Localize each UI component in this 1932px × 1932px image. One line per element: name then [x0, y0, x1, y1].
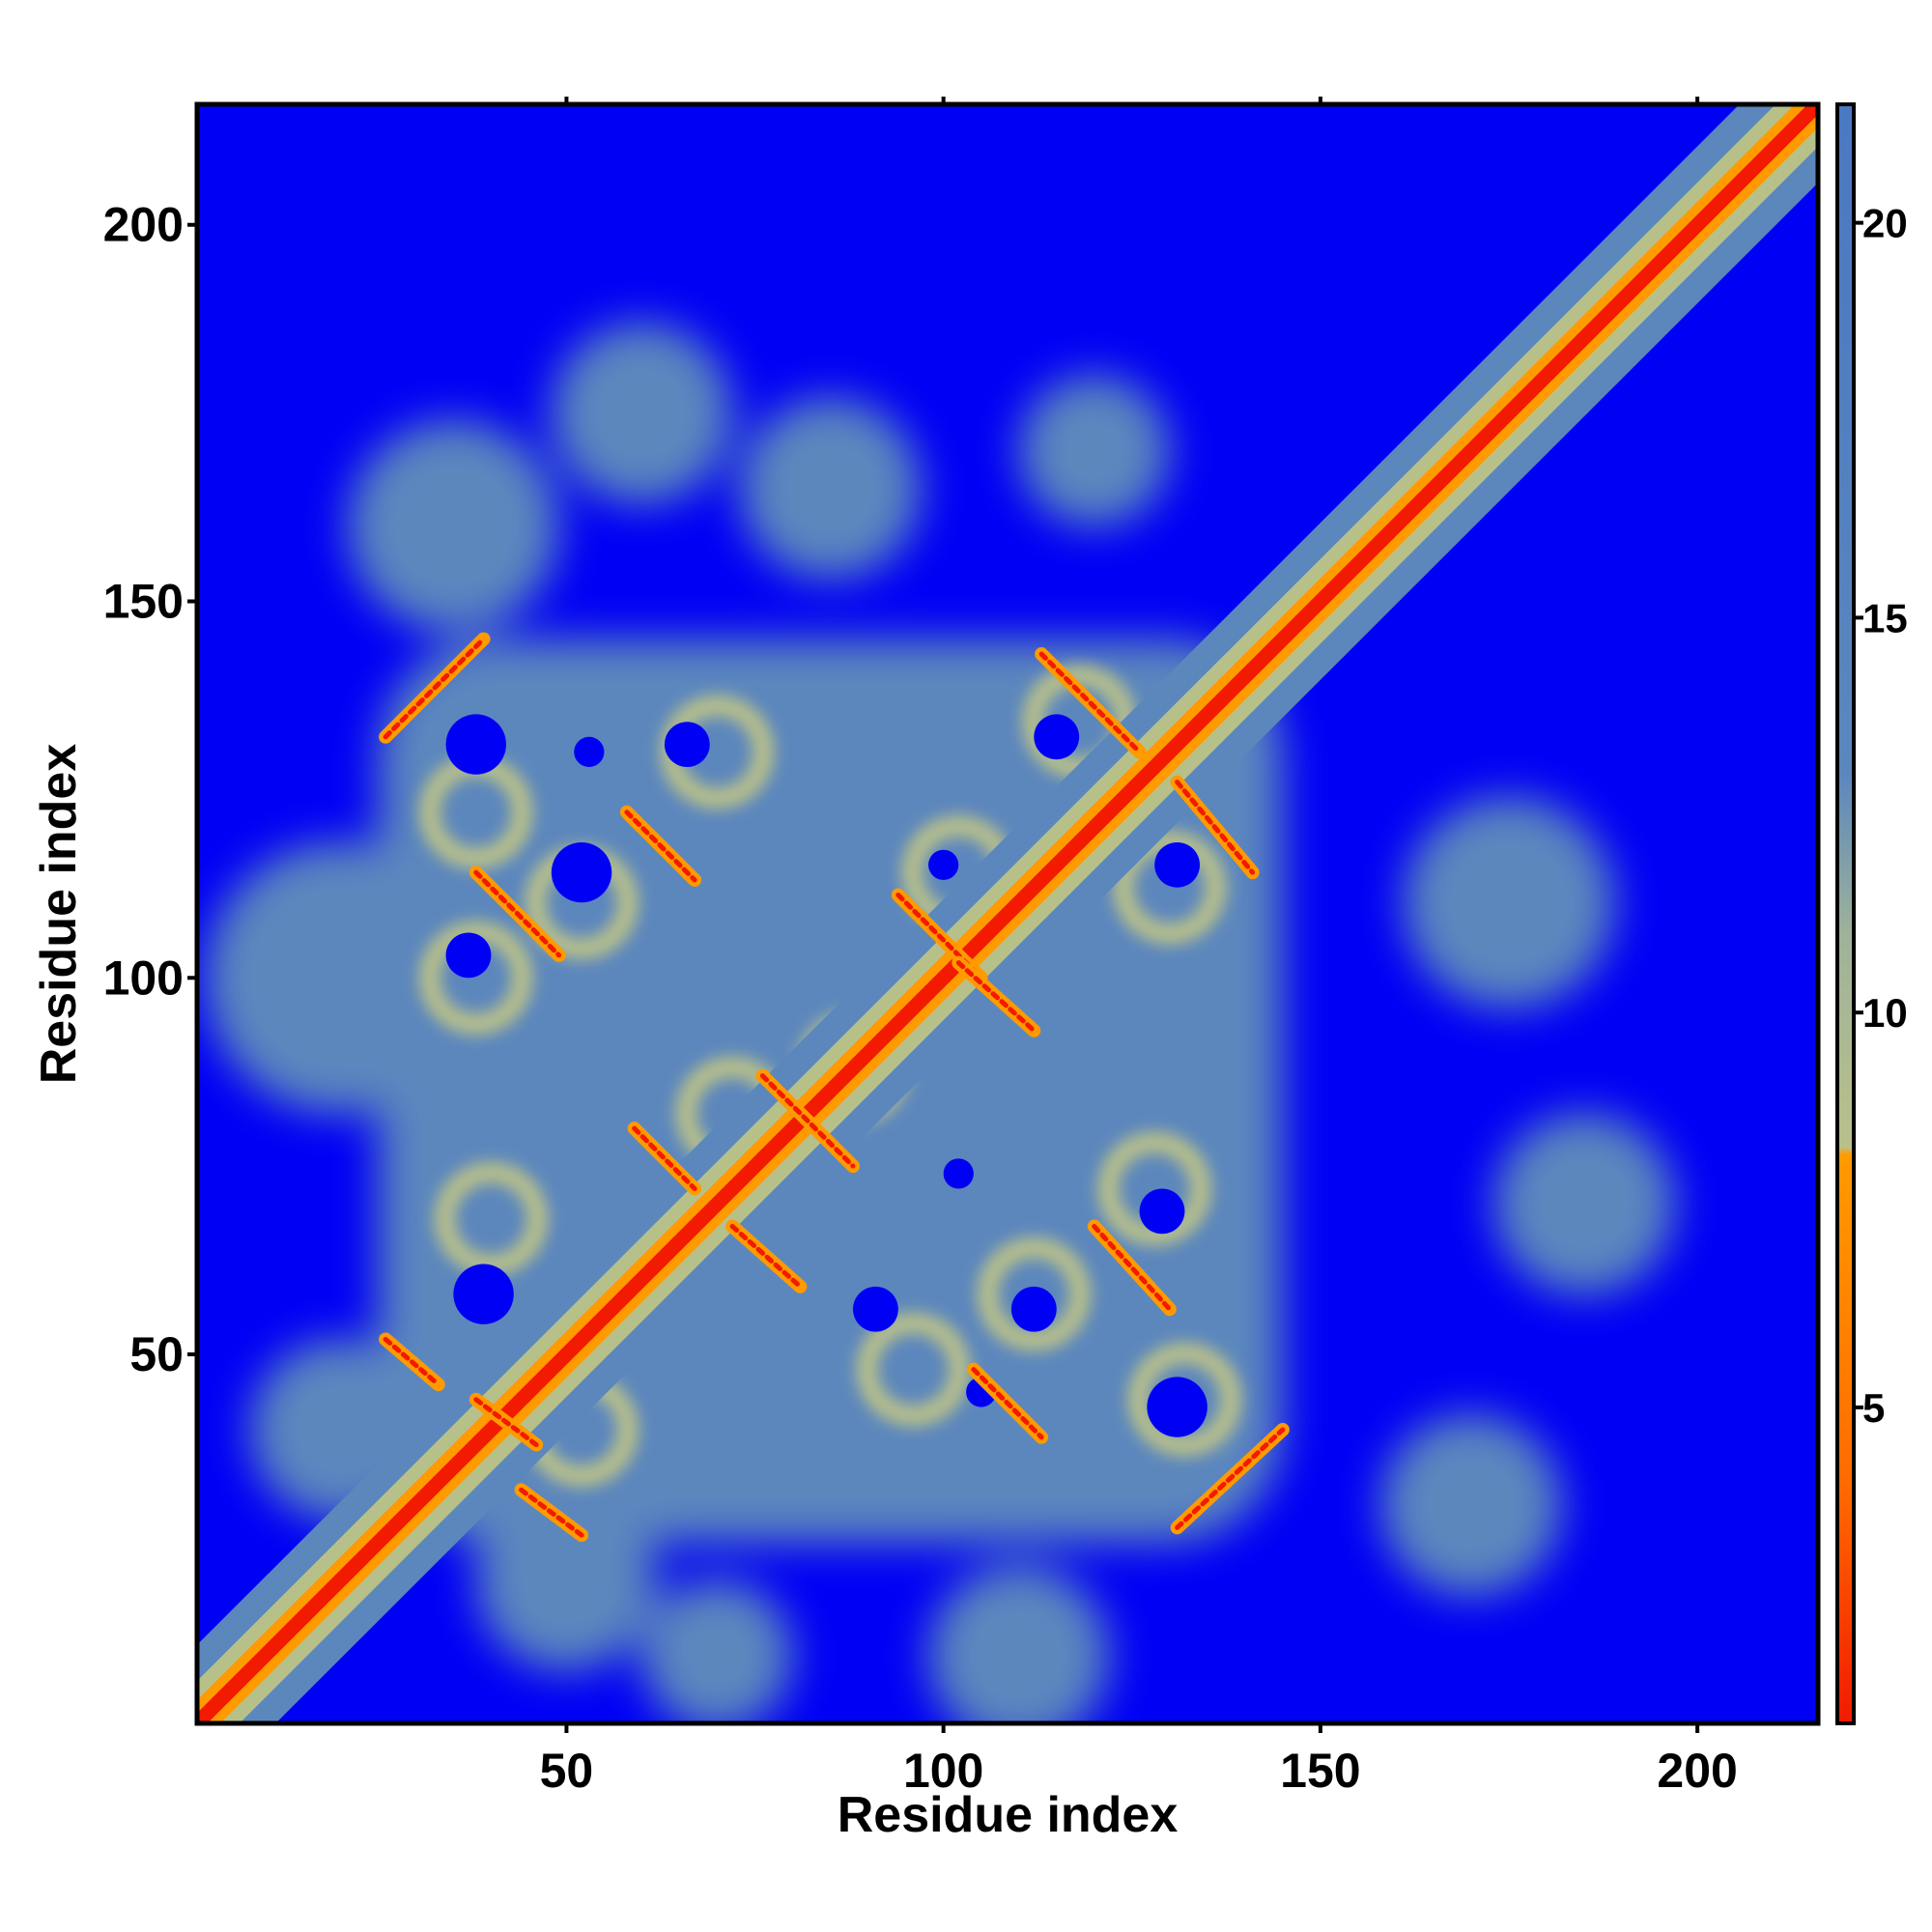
heatmap-near-ring-9 [1097, 1131, 1212, 1246]
heatmap-near-ring-11 [856, 1312, 971, 1427]
colorbar-tick-label-15: 15 [1862, 595, 1908, 640]
x-tick-label-150: 150 [1280, 1744, 1360, 1798]
heatmap-near-ring-12 [1127, 1342, 1242, 1457]
x-tick-label-200: 200 [1657, 1744, 1737, 1798]
heatmap-far-pocket-14 [943, 1158, 974, 1189]
heatmap-cloud-lobe-5 [1018, 375, 1170, 526]
heatmap-cloud-lobe-11 [475, 1490, 658, 1671]
heatmap-cloud-lobe-7 [1493, 1113, 1675, 1294]
heatmap-cloud-lobe-4 [739, 397, 922, 580]
heatmap-far-pocket-13 [574, 736, 605, 767]
y-tick-label-150: 150 [103, 574, 184, 628]
contact-segment-3-core [624, 810, 697, 883]
contact-segment-1-core [383, 636, 487, 740]
contact-segment-9-core [1038, 651, 1143, 754]
heatmap-near-ring-10 [977, 1236, 1092, 1351]
colorbar-tick-label-20: 20 [1862, 201, 1908, 246]
heatmap-near-ring-8 [1112, 830, 1227, 945]
heatmap-near-ring-4 [418, 921, 533, 1036]
contact-segment-12-core [1092, 1224, 1173, 1312]
heatmap-far-pocket-6 [1154, 841, 1201, 888]
heatmap-far-pocket-11 [453, 1264, 514, 1324]
colorbar-tick-label-10: 10 [1862, 990, 1908, 1036]
heatmap-far-pocket-15 [853, 1286, 898, 1332]
heatmap-far-pocket-3 [445, 932, 492, 979]
contact-segment-8-core [955, 960, 1037, 1034]
heatmap-cloud-lobe-2 [348, 420, 559, 632]
contact-segment-4-core [632, 1125, 697, 1192]
colorbar-frame [1835, 102, 1856, 1725]
contact-segment-16-core [473, 1397, 539, 1448]
heatmap-diagonal-contact [197, 104, 1818, 1723]
heatmap-far-pocket-1 [445, 714, 506, 775]
contact-segment-14-core [383, 1336, 441, 1387]
x-tick-label-50: 50 [540, 1744, 594, 1798]
heatmap-far-pocket-8 [1147, 1377, 1208, 1437]
contact-segment-11-core [971, 1367, 1044, 1440]
heatmap-far-pocket-2 [551, 841, 612, 903]
heatmap-cloud-lobe-6 [1403, 797, 1615, 1009]
contact-segment-6-core [759, 1073, 856, 1169]
y-axis-title: Residue index [31, 744, 87, 1085]
y-tick-label-50: 50 [129, 1327, 184, 1381]
heatmap-cloud-lobe-8 [1380, 1414, 1562, 1596]
colorbar-gradient [1837, 104, 1854, 1723]
x-axis-title: Residue index [838, 1787, 1179, 1843]
heatmap-area [197, 104, 1818, 1723]
heatmap-far-pocket-5 [1034, 714, 1080, 760]
heatmap-far-pocket-4 [664, 722, 710, 767]
contact-segment-5-core [729, 1224, 803, 1290]
colorbar-tick-label-5: 5 [1862, 1385, 1885, 1431]
contact-segment-10-core [1175, 780, 1256, 875]
heatmap-far-pocket-9 [1139, 1188, 1185, 1235]
x-tick-label-100: 100 [903, 1744, 983, 1798]
heatmap-cloud-lobe-1 [204, 841, 476, 1114]
heatmap-cloud-lobe-3 [551, 322, 733, 504]
heatmap-cloud-lobe-10 [641, 1579, 793, 1723]
y-tick-label-100: 100 [103, 951, 184, 1005]
y-tick-label-200: 200 [103, 198, 184, 252]
colorbar: 5 10 15 20 [1835, 102, 1908, 1725]
x-axis: 50 100 150 200 [540, 97, 1738, 1798]
y-axis: 50 100 150 200 [103, 198, 197, 1381]
contact-segment-2-core [473, 869, 562, 958]
heatmap-diagonal-band [197, 104, 1818, 1723]
heatmap-far-pocket-12 [928, 849, 959, 880]
heatmap-far-pocket-10 [1010, 1286, 1057, 1332]
plot-frame [194, 101, 1821, 1726]
colorbar-ticks: 5 10 15 20 [1854, 201, 1908, 1431]
heatmap-contact-segments [379, 632, 1290, 1543]
contact-segment-15-core [519, 1487, 584, 1538]
heatmap-cloud-lobe-9 [928, 1565, 1110, 1723]
contact-segment-13-core [1175, 1427, 1286, 1530]
